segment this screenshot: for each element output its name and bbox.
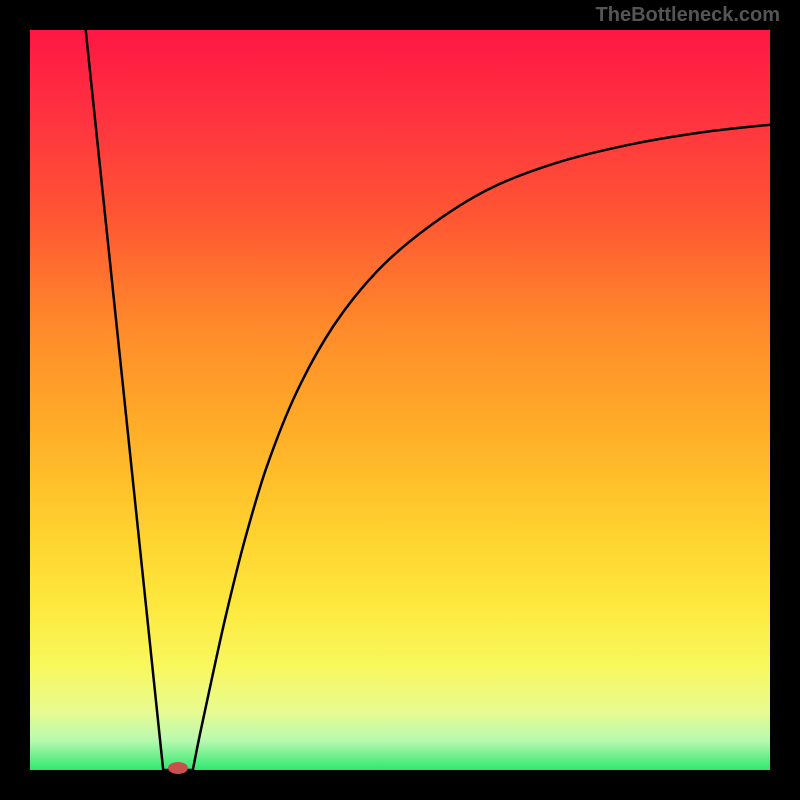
bottleneck-chart (0, 0, 800, 800)
watermark-text: TheBottleneck.com (596, 4, 780, 27)
gradient-background (30, 30, 770, 770)
chart-container: { "watermark": { "text": "TheBottleneck.… (0, 0, 800, 800)
optimal-point-marker (168, 762, 188, 774)
